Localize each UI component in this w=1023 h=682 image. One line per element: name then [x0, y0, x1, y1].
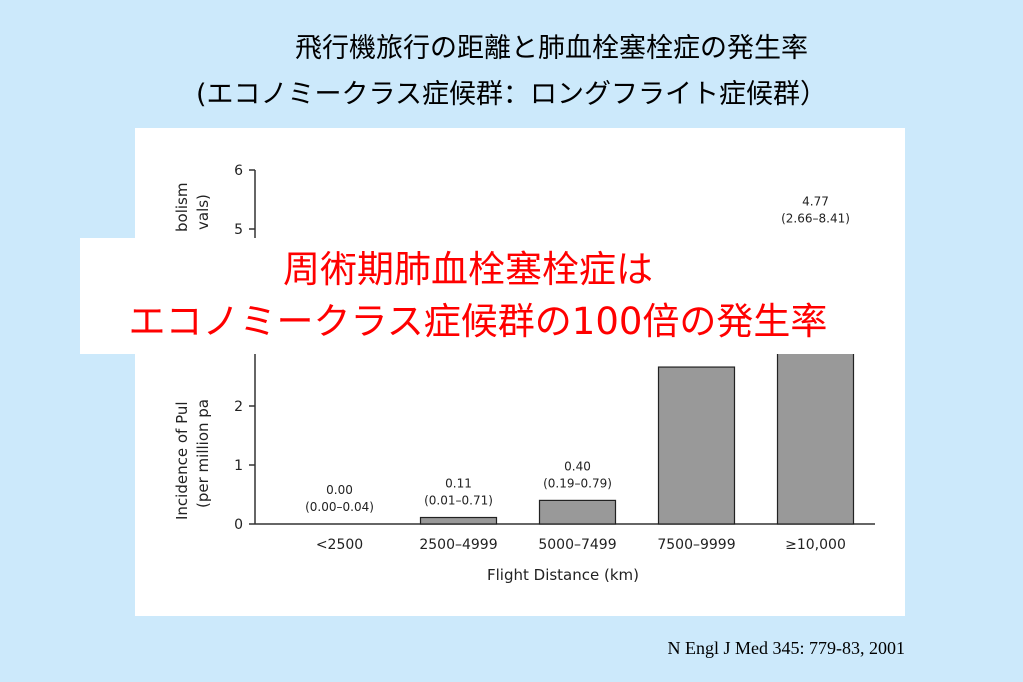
bar-value-label: 0.40: [564, 459, 591, 473]
y-axis-title-lower: Incidence of Pul: [173, 401, 191, 520]
callout-box: 周術期肺血栓塞栓症は エコノミークラス症候群の100倍の発生率: [80, 238, 876, 354]
bar-chart: 0123456 <25002500–49995000–74997500–9999…: [173, 163, 875, 584]
bar-ci-label: (2.66–8.41): [781, 211, 850, 225]
x-axis-title: Flight Distance (km): [487, 566, 639, 584]
x-tick-label: ≥10,000: [785, 537, 846, 553]
y-tick-label: 2: [234, 399, 243, 415]
citation: N Engl J Med 345: 779-83, 2001: [667, 638, 906, 658]
y-tick-label: 5: [234, 222, 243, 238]
chart-panel: 0123456 <25002500–49995000–74997500–9999…: [135, 128, 905, 616]
callout-line2: エコノミークラス症候群の100倍の発生率: [128, 300, 828, 343]
x-tick-label: 7500–9999: [657, 537, 735, 553]
bar-value-label: 0.00: [326, 483, 353, 497]
slide-title-line1: 飛行機旅行の距離と肺血栓塞栓症の発生率: [295, 33, 808, 64]
y-axis-title-upper: bolism: [173, 183, 191, 232]
x-tick-label: 5000–7499: [538, 537, 616, 553]
x-tick-label: 2500–4999: [419, 537, 497, 553]
bar-ci-label: (0.00–0.04): [305, 500, 374, 514]
y-axis-subtitle-lower: (per million pa: [194, 399, 212, 508]
bar-value-label: 4.77: [802, 194, 829, 208]
y-axis-subtitle-upper: vals): [194, 194, 212, 230]
bar: [538, 499, 617, 525]
x-tick-label: <2500: [316, 537, 363, 553]
bar-value-label: 0.11: [445, 477, 472, 491]
slide-title-line2: (エコノミークラス症候群：ロングフライト症候群）: [196, 79, 827, 110]
bar: [419, 516, 498, 525]
y-tick-label: 0: [234, 517, 243, 533]
bar-ci-label: (0.01–0.71): [424, 494, 493, 508]
x-axis: <2500 2500–4999 5000–7499 7500–9999 ≥10,000: [255, 523, 875, 553]
y-tick-label: 6: [234, 163, 243, 179]
bar-labels: 0.00 (0.00–0.04) 0.11 (0.01–0.71) 0.40 (0.19–…: [305, 194, 850, 514]
callout-line1: 周術期肺血栓塞栓症は: [283, 248, 653, 291]
y-tick-label: 1: [234, 458, 243, 474]
bar: [657, 366, 736, 525]
bar-ci-label: (0.19–0.79): [543, 476, 612, 490]
